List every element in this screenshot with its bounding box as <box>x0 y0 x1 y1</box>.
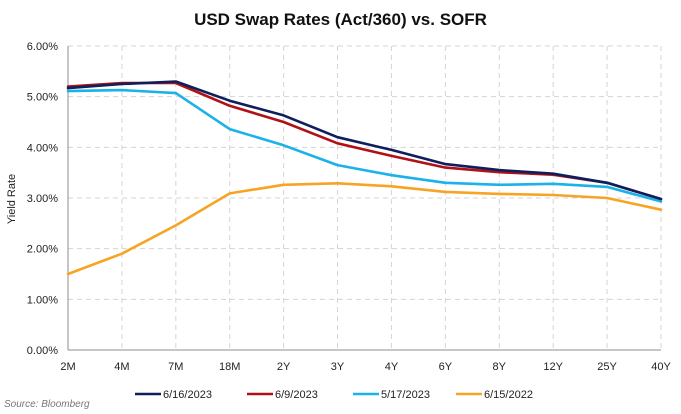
x-tick-label: 18M <box>219 361 240 373</box>
y-tick-label: 3.00% <box>27 193 58 205</box>
series-line <box>66 182 663 276</box>
chart-title: USD Swap Rates (Act/360) vs. SOFR <box>194 10 487 29</box>
series-lines <box>66 80 663 276</box>
y-tick-label: 6.00% <box>27 41 58 53</box>
y-tick-label: 4.00% <box>27 142 58 154</box>
x-tick-label: 4M <box>114 361 129 373</box>
legend-label: 6/9/2023 <box>275 389 318 401</box>
x-tick-label: 7M <box>168 361 183 373</box>
y-tick-label: 0.00% <box>27 345 58 357</box>
legend-label: 6/15/2022 <box>484 389 533 401</box>
x-tick-label: 3Y <box>331 361 345 373</box>
axes: 0.00% 1.00% 2.00% 3.00% 4.00% 5.00% 6.00% 2M 4M 7… <box>27 41 672 373</box>
series-line <box>66 81 663 201</box>
y-axis-label: Yield Rate <box>6 174 18 224</box>
y-tick-label: 2.00% <box>27 244 58 256</box>
grid-lines <box>68 45 662 350</box>
x-tick-label: 4Y <box>385 361 399 373</box>
x-tick-label: 2M <box>60 361 75 373</box>
legend-label: 5/17/2023 <box>381 389 430 401</box>
series-line <box>66 80 663 201</box>
x-tick-label: 12Y <box>543 361 563 373</box>
source-note: Source: Bloomberg <box>4 399 90 410</box>
y-tick-label: 5.00% <box>27 92 58 104</box>
series-line <box>66 88 663 203</box>
y-tick-label: 1.00% <box>27 294 58 306</box>
legend-label: 6/16/2023 <box>163 389 212 401</box>
x-tick-label: 2Y <box>277 361 291 373</box>
x-tick-label: 8Y <box>493 361 507 373</box>
x-tick-label: 6Y <box>439 361 453 373</box>
x-tick-label: 40Y <box>651 361 671 373</box>
legend: 6/16/2023 6/9/2023 5/17/2023 6/15/2022 <box>135 389 533 401</box>
x-tick-label: 25Y <box>597 361 617 373</box>
